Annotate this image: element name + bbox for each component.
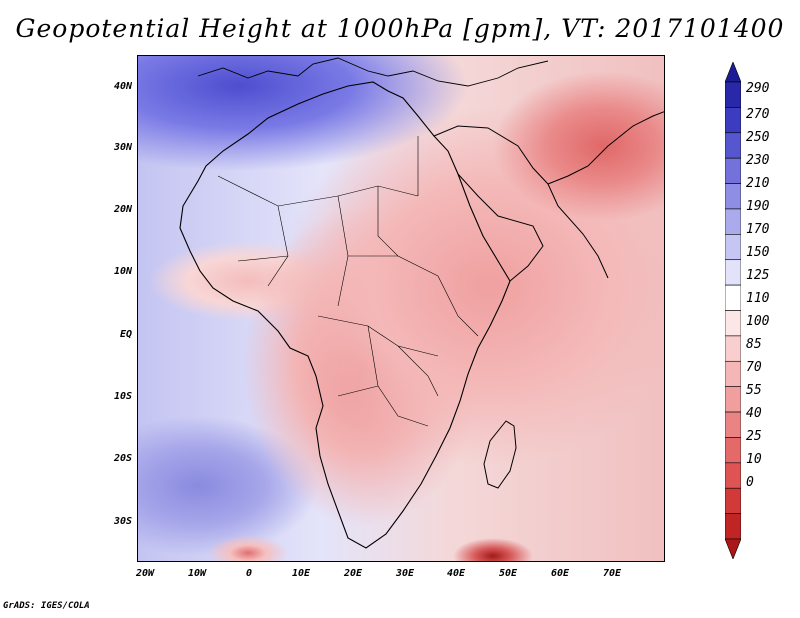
lat-label-30s: 30S: [113, 516, 132, 527]
lat-label-20n: 20N: [113, 204, 132, 215]
colorbar-swatch: [725, 310, 741, 337]
madagascar-coastline: [483, 420, 517, 489]
chart-title: Geopotential Height at 1000hPa [gpm], VT…: [15, 14, 785, 43]
lat-label-20s: 20S: [113, 453, 132, 464]
colorbar-label-10: 10: [746, 452, 762, 467]
colorbar-label-210: 210: [746, 176, 770, 191]
lat-label-30n: 30N: [113, 142, 132, 153]
colorbar-label-230: 230: [746, 153, 770, 168]
lat-label-10s: 10S: [113, 391, 132, 402]
colorbar-label-290: 290: [746, 81, 770, 96]
colorbar-swatch: [725, 386, 741, 413]
colorbar-swatch: [725, 335, 741, 362]
lon-label-70e: 70E: [602, 568, 622, 579]
colorbar-swatch: [725, 411, 741, 438]
europe-coastline: [197, 57, 549, 87]
arabia-india-coastline: [433, 111, 664, 282]
colorbar-swatch: [725, 437, 741, 464]
lon-label-50e: 50E: [498, 568, 518, 579]
colorbar-label-55: 55: [746, 383, 762, 398]
lat-label-eq: EQ: [119, 329, 132, 340]
lon-label-0: 0: [245, 568, 253, 579]
colorbar-label-100: 100: [746, 314, 770, 329]
lon-label-20w: 20W: [135, 568, 155, 579]
colorbar-swatch: [725, 81, 741, 108]
colorbar-label-170: 170: [746, 222, 770, 237]
colorbar-swatch: [725, 183, 741, 210]
colorbar-label-40: 40: [746, 406, 762, 421]
colorbar-swatch: [725, 132, 741, 159]
grads-credit: GrADS: IGES/COLA: [3, 601, 90, 611]
colorbar-label-110: 110: [746, 291, 770, 306]
colorbar-label-25: 25: [746, 429, 762, 444]
colorbar-swatch: [725, 462, 741, 489]
colorbar-label-70: 70: [746, 360, 762, 375]
lat-label-10n: 10N: [113, 266, 132, 277]
colorbar-swatch: [725, 62, 741, 83]
colorbar-swatch: [725, 107, 741, 134]
colorbar-swatch: [725, 360, 741, 387]
colorbar-swatch: [725, 157, 741, 184]
colorbar-swatch: [725, 259, 741, 286]
map-plot-area: [137, 55, 665, 562]
colorbar-swatch: [725, 234, 741, 261]
country-borders: [217, 136, 479, 427]
lon-label-40e: 40E: [446, 568, 466, 579]
colorbar-label-125: 125: [746, 268, 770, 283]
lon-label-30e: 30E: [395, 568, 415, 579]
colorbar-label-150: 150: [746, 245, 770, 260]
colorbar-label-190: 190: [746, 199, 770, 214]
colorbar-swatch: [725, 284, 741, 311]
coastline-overlay: [179, 57, 664, 549]
colorbar-label-85: 85: [746, 337, 762, 352]
colorbar-swatch: [725, 487, 741, 514]
colorbar-label-250: 250: [746, 130, 770, 145]
colorbar-label-270: 270: [746, 107, 770, 122]
colorbar-swatch: [725, 538, 741, 559]
lon-label-10w: 10W: [187, 568, 207, 579]
lon-label-20e: 20E: [343, 568, 363, 579]
africa-coastline: [179, 81, 511, 549]
colorbar-label-0: 0: [746, 475, 754, 490]
lat-label-40n: 40N: [113, 81, 132, 92]
lon-label-60e: 60E: [550, 568, 570, 579]
colorbar-swatch: [725, 208, 741, 235]
colorbar-swatch: [725, 513, 741, 540]
lon-label-10e: 10E: [291, 568, 311, 579]
colorbar: [725, 62, 741, 559]
